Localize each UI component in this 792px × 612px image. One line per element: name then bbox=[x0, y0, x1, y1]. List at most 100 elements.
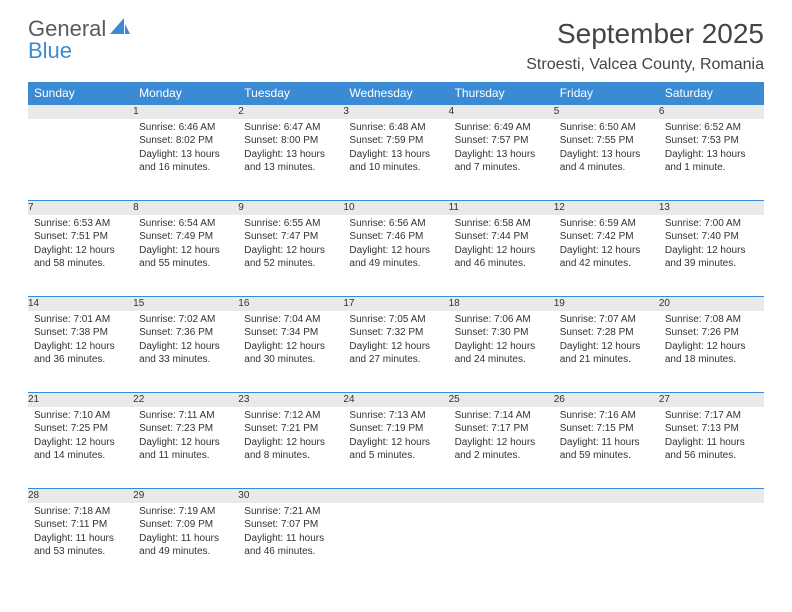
day-cell: Sunrise: 6:48 AMSunset: 7:59 PMDaylight:… bbox=[343, 119, 448, 201]
day-line: Sunrise: 6:56 AM bbox=[349, 217, 442, 231]
day-line: Daylight: 13 hours and 4 minutes. bbox=[560, 148, 653, 175]
day-number: 30 bbox=[238, 489, 343, 503]
day-line: Daylight: 13 hours and 1 minute. bbox=[665, 148, 758, 175]
day-line: Sunset: 7:09 PM bbox=[139, 518, 232, 532]
day-header: Sunday bbox=[28, 82, 133, 105]
day-line: Daylight: 13 hours and 7 minutes. bbox=[455, 148, 548, 175]
day-cell: Sunrise: 7:13 AMSunset: 7:19 PMDaylight:… bbox=[343, 407, 448, 489]
day-line: Daylight: 12 hours and 11 minutes. bbox=[139, 436, 232, 463]
day-line: Sunrise: 7:05 AM bbox=[349, 313, 442, 327]
day-cell: Sunrise: 6:47 AMSunset: 8:00 PMDaylight:… bbox=[238, 119, 343, 201]
day-number-row: 14151617181920 bbox=[28, 297, 764, 311]
calendar-table: SundayMondayTuesdayWednesdayThursdayFrid… bbox=[28, 82, 764, 585]
day-line: Sunrise: 6:59 AM bbox=[560, 217, 653, 231]
day-cell bbox=[449, 503, 554, 585]
day-line: Sunrise: 7:06 AM bbox=[455, 313, 548, 327]
day-line: Sunrise: 7:21 AM bbox=[244, 505, 337, 519]
day-number: 26 bbox=[554, 393, 659, 407]
day-line: Daylight: 12 hours and 24 minutes. bbox=[455, 340, 548, 367]
day-number bbox=[554, 489, 659, 503]
day-line: Sunset: 7:25 PM bbox=[34, 422, 127, 436]
day-line: Sunrise: 7:02 AM bbox=[139, 313, 232, 327]
day-line: Sunrise: 7:12 AM bbox=[244, 409, 337, 423]
day-line: Daylight: 13 hours and 13 minutes. bbox=[244, 148, 337, 175]
week-row: Sunrise: 7:01 AMSunset: 7:38 PMDaylight:… bbox=[28, 311, 764, 393]
day-cell: Sunrise: 7:16 AMSunset: 7:15 PMDaylight:… bbox=[554, 407, 659, 489]
day-line: Sunset: 7:30 PM bbox=[455, 326, 548, 340]
day-number: 12 bbox=[554, 201, 659, 215]
day-number: 16 bbox=[238, 297, 343, 311]
day-line: Sunset: 7:55 PM bbox=[560, 134, 653, 148]
day-line: Daylight: 12 hours and 18 minutes. bbox=[665, 340, 758, 367]
day-number: 28 bbox=[28, 489, 133, 503]
day-cell: Sunrise: 6:49 AMSunset: 7:57 PMDaylight:… bbox=[449, 119, 554, 201]
day-cell: Sunrise: 7:12 AMSunset: 7:21 PMDaylight:… bbox=[238, 407, 343, 489]
day-number: 9 bbox=[238, 201, 343, 215]
day-cell: Sunrise: 7:01 AMSunset: 7:38 PMDaylight:… bbox=[28, 311, 133, 393]
day-cell: Sunrise: 6:58 AMSunset: 7:44 PMDaylight:… bbox=[449, 215, 554, 297]
day-number: 20 bbox=[659, 297, 764, 311]
day-cell: Sunrise: 6:46 AMSunset: 8:02 PMDaylight:… bbox=[133, 119, 238, 201]
day-line: Sunset: 7:59 PM bbox=[349, 134, 442, 148]
day-line: Sunrise: 6:47 AM bbox=[244, 121, 337, 135]
day-number: 8 bbox=[133, 201, 238, 215]
day-cell: Sunrise: 6:52 AMSunset: 7:53 PMDaylight:… bbox=[659, 119, 764, 201]
day-line: Daylight: 13 hours and 10 minutes. bbox=[349, 148, 442, 175]
day-line: Daylight: 12 hours and 21 minutes. bbox=[560, 340, 653, 367]
day-line: Sunrise: 7:18 AM bbox=[34, 505, 127, 519]
day-cell bbox=[28, 119, 133, 201]
week-row: Sunrise: 7:10 AMSunset: 7:25 PMDaylight:… bbox=[28, 407, 764, 489]
day-cell: Sunrise: 7:07 AMSunset: 7:28 PMDaylight:… bbox=[554, 311, 659, 393]
day-line: Sunset: 7:38 PM bbox=[34, 326, 127, 340]
title-block: September 2025 Stroesti, Valcea County, … bbox=[526, 18, 764, 74]
logo: General Blue bbox=[28, 18, 130, 62]
day-line: Daylight: 12 hours and 42 minutes. bbox=[560, 244, 653, 271]
header: General Blue September 2025 Stroesti, Va… bbox=[28, 18, 764, 74]
day-line: Daylight: 11 hours and 59 minutes. bbox=[560, 436, 653, 463]
day-line: Daylight: 12 hours and 14 minutes. bbox=[34, 436, 127, 463]
day-cell: Sunrise: 6:53 AMSunset: 7:51 PMDaylight:… bbox=[28, 215, 133, 297]
day-line: Sunrise: 7:13 AM bbox=[349, 409, 442, 423]
day-line: Daylight: 12 hours and 5 minutes. bbox=[349, 436, 442, 463]
day-header-row: SundayMondayTuesdayWednesdayThursdayFrid… bbox=[28, 82, 764, 105]
day-line: Sunset: 7:34 PM bbox=[244, 326, 337, 340]
day-number bbox=[659, 489, 764, 503]
day-line: Sunset: 7:40 PM bbox=[665, 230, 758, 244]
day-line: Sunset: 8:00 PM bbox=[244, 134, 337, 148]
day-line: Daylight: 12 hours and 55 minutes. bbox=[139, 244, 232, 271]
day-number-row: 282930 bbox=[28, 489, 764, 503]
day-line: Sunrise: 6:48 AM bbox=[349, 121, 442, 135]
day-cell: Sunrise: 7:18 AMSunset: 7:11 PMDaylight:… bbox=[28, 503, 133, 585]
day-number: 19 bbox=[554, 297, 659, 311]
day-number: 15 bbox=[133, 297, 238, 311]
day-number bbox=[343, 489, 448, 503]
day-header: Thursday bbox=[449, 82, 554, 105]
day-cell: Sunrise: 7:21 AMSunset: 7:07 PMDaylight:… bbox=[238, 503, 343, 585]
month-title: September 2025 bbox=[526, 18, 764, 50]
day-line: Daylight: 13 hours and 16 minutes. bbox=[139, 148, 232, 175]
day-line: Sunset: 7:19 PM bbox=[349, 422, 442, 436]
day-number bbox=[449, 489, 554, 503]
day-line: Sunset: 7:53 PM bbox=[665, 134, 758, 148]
day-number: 14 bbox=[28, 297, 133, 311]
day-line: Sunrise: 7:11 AM bbox=[139, 409, 232, 423]
day-line: Sunrise: 7:08 AM bbox=[665, 313, 758, 327]
day-line: Sunset: 7:28 PM bbox=[560, 326, 653, 340]
day-line: Sunset: 7:57 PM bbox=[455, 134, 548, 148]
day-line: Sunrise: 6:50 AM bbox=[560, 121, 653, 135]
day-line: Daylight: 12 hours and 8 minutes. bbox=[244, 436, 337, 463]
day-number-row: 123456 bbox=[28, 105, 764, 119]
day-number: 7 bbox=[28, 201, 133, 215]
day-line: Daylight: 11 hours and 49 minutes. bbox=[139, 532, 232, 559]
day-header: Monday bbox=[133, 82, 238, 105]
day-line: Sunset: 7:23 PM bbox=[139, 422, 232, 436]
day-number-row: 21222324252627 bbox=[28, 393, 764, 407]
day-line: Sunrise: 7:04 AM bbox=[244, 313, 337, 327]
day-cell bbox=[343, 503, 448, 585]
day-number bbox=[28, 105, 133, 119]
logo-line2: Blue bbox=[28, 38, 72, 63]
day-line: Sunrise: 6:46 AM bbox=[139, 121, 232, 135]
day-line: Sunrise: 7:00 AM bbox=[665, 217, 758, 231]
day-number: 23 bbox=[238, 393, 343, 407]
day-cell: Sunrise: 7:10 AMSunset: 7:25 PMDaylight:… bbox=[28, 407, 133, 489]
